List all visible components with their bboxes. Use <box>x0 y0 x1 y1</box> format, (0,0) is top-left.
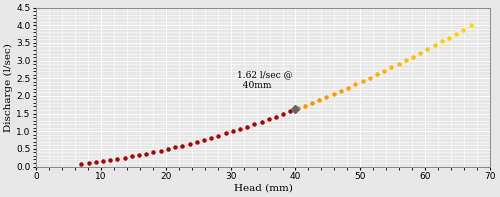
Y-axis label: Discharge (l/sec): Discharge (l/sec) <box>4 43 14 132</box>
X-axis label: Head (mm): Head (mm) <box>234 184 292 193</box>
Text: 1.62 l/sec @
  40mm: 1.62 l/sec @ 40mm <box>237 71 292 90</box>
